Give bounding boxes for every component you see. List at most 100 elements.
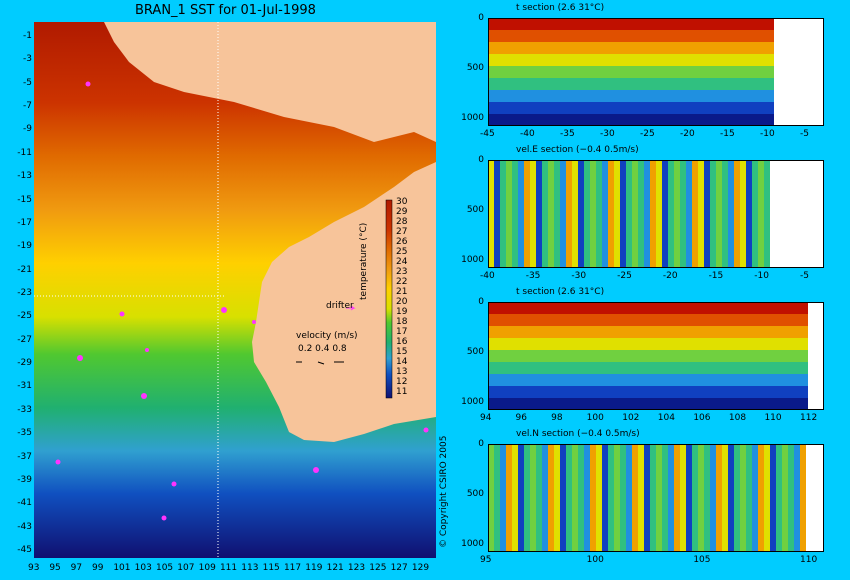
section-band xyxy=(668,444,674,552)
section-band xyxy=(548,444,554,552)
section-band xyxy=(488,362,808,374)
panel-x-tick: -40 xyxy=(480,271,495,281)
panel-x-tick: 110 xyxy=(764,413,782,423)
panel-x-tick: 105 xyxy=(693,555,711,565)
section-band xyxy=(662,160,668,268)
section-band xyxy=(728,160,734,268)
section-band xyxy=(506,444,512,552)
section-band xyxy=(740,160,746,268)
panel-y-tick: 0 xyxy=(478,297,484,307)
section-plot xyxy=(488,18,824,126)
colorbar xyxy=(385,199,393,399)
section-band xyxy=(500,444,506,552)
colorbar-tick: 21 xyxy=(396,287,408,297)
section-band xyxy=(488,42,774,54)
section-band xyxy=(758,444,764,552)
section-band xyxy=(488,374,808,386)
map-x-tick: 121 xyxy=(326,563,344,573)
map-x-tick: 123 xyxy=(347,563,366,573)
colorbar-tick: 16 xyxy=(396,337,408,347)
map-y-tick: -29 xyxy=(17,358,32,369)
velocity-arrows xyxy=(296,305,356,365)
section-band xyxy=(704,160,710,268)
map-y-tick: -13 xyxy=(17,171,32,182)
colorbar-tick: 26 xyxy=(396,237,408,247)
section-band xyxy=(566,160,572,268)
map-y-tick: -3 xyxy=(23,54,32,65)
panel-x-tick: 100 xyxy=(586,555,604,565)
colorbar-tick: 27 xyxy=(396,227,408,237)
section-band xyxy=(602,160,608,268)
panel-x-tick: 110 xyxy=(800,555,818,565)
map-y-tick: -19 xyxy=(17,241,32,252)
plot-frame xyxy=(488,160,824,268)
plot-frame xyxy=(488,444,824,552)
section-band xyxy=(692,444,698,552)
section-band xyxy=(542,444,548,552)
section-band xyxy=(506,160,512,268)
map-y-tick: -21 xyxy=(17,264,32,275)
drifter-markers xyxy=(55,81,429,521)
panel-x-tick: 112 xyxy=(800,413,818,423)
section-band xyxy=(488,160,494,268)
section-band xyxy=(782,444,788,552)
section-band xyxy=(746,444,752,552)
section-band xyxy=(614,444,620,552)
section-band xyxy=(650,444,656,552)
panel-title: t section (2.6 31°C) xyxy=(516,287,605,297)
section-band xyxy=(764,444,770,552)
section-panels: t section (2.6 31°C) 0 500 1000 -45 -40 -35 -30… xyxy=(446,0,850,580)
map-x-tick: 103 xyxy=(134,563,152,573)
panel-x-tick: 102 xyxy=(622,413,640,423)
section-band xyxy=(776,444,782,552)
section-band xyxy=(584,160,590,268)
section-band xyxy=(662,444,668,552)
section-band xyxy=(602,444,608,552)
section-band xyxy=(788,444,794,552)
map-y-axis: -1 -3 -5 -7 -9 -11 -13 -15 -17 -19 -21 -23 -25 -27 -29… xyxy=(2,22,32,558)
section-band xyxy=(488,18,774,30)
map-y-tick: -9 xyxy=(23,124,32,135)
section-band xyxy=(494,160,500,268)
section-band xyxy=(536,160,542,268)
panel-y-tick: 500 xyxy=(466,63,484,73)
section-band xyxy=(554,444,560,552)
section-band xyxy=(632,444,638,552)
section-band xyxy=(608,444,614,552)
panel-y-tick: 500 xyxy=(466,205,484,215)
map-y-tick: -45 xyxy=(17,545,32,555)
map-y-tick: -39 xyxy=(17,474,32,485)
panel-x-tick: 96 xyxy=(515,413,527,423)
section-band xyxy=(488,302,808,314)
panel-x-tick: -5 xyxy=(800,129,809,139)
panel-x-tick: -45 xyxy=(480,129,495,139)
section-band xyxy=(554,160,560,268)
colorbar-tick: 23 xyxy=(396,267,408,277)
section-band xyxy=(560,444,566,552)
section-band xyxy=(794,444,800,552)
panel-x-tick: 106 xyxy=(693,413,711,423)
section-band xyxy=(674,160,680,268)
section-band xyxy=(632,160,638,268)
section-band xyxy=(668,160,674,268)
panel-y-tick: 1000 xyxy=(461,539,484,549)
map-y-tick: -1 xyxy=(23,31,32,41)
colorbar-tick: 19 xyxy=(396,307,408,317)
section-band xyxy=(644,160,650,268)
map-y-tick: -31 xyxy=(17,381,32,392)
section-band xyxy=(674,444,680,552)
panel-x-tick: -25 xyxy=(617,271,632,281)
section-band xyxy=(650,160,656,268)
map-y-tick: -11 xyxy=(17,147,32,158)
velocity-label: velocity (m/s) xyxy=(296,331,358,341)
panel-y-tick: 0 xyxy=(478,439,484,449)
map-x-tick: 125 xyxy=(369,563,387,573)
map-y-tick: -23 xyxy=(17,288,32,298)
section-band xyxy=(608,160,614,268)
section-band xyxy=(488,338,808,350)
section-band xyxy=(542,160,548,268)
section-plot xyxy=(488,160,824,268)
section-band xyxy=(488,314,808,326)
section-band xyxy=(530,160,536,268)
panel-title: t section (2.6 31°C) xyxy=(516,3,605,13)
